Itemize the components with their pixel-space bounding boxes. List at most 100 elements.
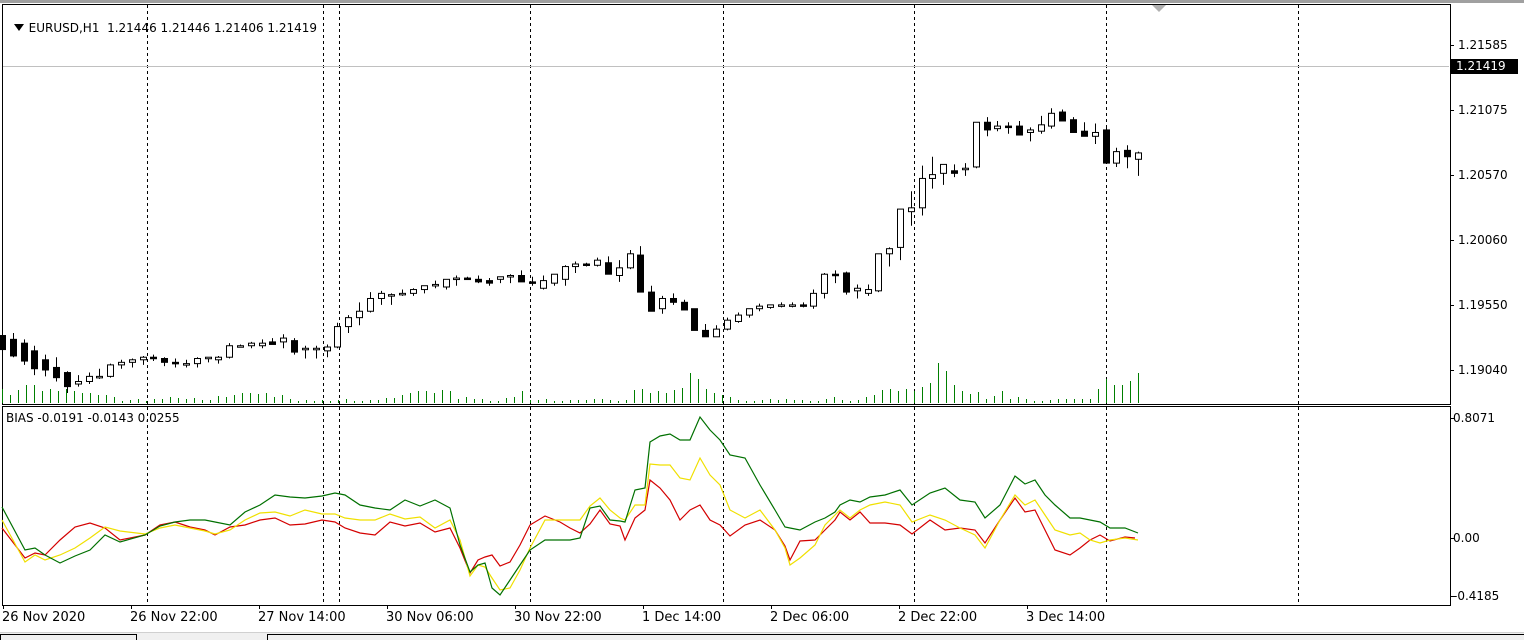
bull-candle — [1048, 112, 1055, 127]
bull-candle — [1027, 129, 1034, 133]
bear-candle — [951, 170, 958, 174]
time-tick — [387, 605, 388, 609]
bull-candle — [767, 304, 774, 308]
bear-candle — [1005, 125, 1012, 129]
bear-candle — [832, 273, 839, 277]
bias-indicator-pane[interactable] — [2, 406, 1451, 606]
price-tick-label: 1.19550 — [1458, 298, 1508, 312]
bear-candle — [53, 366, 60, 379]
bear-candle — [681, 301, 688, 311]
bull-candle — [129, 359, 136, 363]
price-tick — [1450, 175, 1454, 176]
bear-candle — [475, 278, 482, 283]
indicator-header: BIAS -0.0191 -0.0143 0.0255 — [6, 411, 180, 425]
bull-candle — [627, 253, 634, 269]
time-tick — [259, 605, 260, 609]
bull-candle — [280, 337, 287, 343]
bull-candle — [572, 263, 579, 268]
bull-candle — [507, 274, 514, 278]
bull-candle — [86, 375, 93, 382]
bear-candle — [637, 254, 644, 293]
bull-candle — [356, 310, 363, 319]
bull-candle — [886, 248, 893, 255]
bear-candle — [518, 274, 525, 283]
bear-candle — [1070, 119, 1077, 133]
bear-candle — [691, 308, 698, 331]
price-tick-label: 1.21585 — [1458, 38, 1508, 52]
bull-candle — [875, 253, 882, 292]
bull-candle — [821, 273, 828, 294]
bear-candle — [161, 358, 168, 363]
bull-candle — [205, 356, 212, 360]
bull-candle — [962, 167, 969, 171]
bull-candle — [432, 283, 439, 287]
bear-candle — [648, 291, 655, 312]
bull-candle — [399, 292, 406, 296]
chart-tab-2[interactable] — [267, 634, 1524, 640]
bias-line — [1, 478, 1136, 575]
time-tick — [515, 605, 516, 609]
bull-candle — [919, 177, 926, 209]
price-tick — [1450, 370, 1454, 371]
bull-candle — [616, 267, 623, 276]
bull-candle — [746, 308, 753, 316]
bull-candle — [75, 380, 82, 385]
price-chart-pane[interactable] — [2, 4, 1451, 405]
bull-candle — [497, 276, 504, 280]
bull-candle — [345, 317, 352, 328]
symbol-ohlc-label: EURUSD,H1 1.21446 1.21446 1.21406 1.2141… — [28, 21, 318, 35]
time-tick-label: 26 Nov 2020 — [2, 610, 86, 625]
time-tick-label: 2 Dec 22:00 — [898, 610, 978, 625]
price-tick-label: 1.20060 — [1458, 233, 1508, 247]
bull-candle — [724, 319, 731, 330]
bull-candle — [810, 292, 817, 307]
bull-candle — [453, 277, 460, 281]
time-tick-label: 30 Nov 22:00 — [514, 610, 602, 625]
bear-candle — [529, 281, 536, 284]
bear-candle — [291, 340, 298, 353]
time-tick — [131, 605, 132, 609]
bull-candle — [378, 292, 385, 299]
bull-candle — [929, 174, 936, 179]
bull-candle — [140, 356, 147, 361]
bear-candle — [984, 121, 991, 131]
indicator-tick — [1450, 538, 1454, 539]
bull-candle — [540, 280, 547, 289]
bull-candle — [443, 278, 450, 288]
bull-candle — [367, 297, 374, 312]
bear-candle — [486, 280, 493, 284]
time-tick — [771, 605, 772, 609]
price-tick — [1450, 305, 1454, 306]
bull-candle — [248, 342, 255, 347]
chart-tab-1[interactable] — [0, 634, 137, 640]
bear-candle — [31, 350, 38, 370]
bull-candle — [756, 305, 763, 310]
triangle-down-icon[interactable] — [13, 24, 24, 31]
indicator-tick-label: 0.00 — [1453, 531, 1480, 545]
bear-candle — [1124, 149, 1131, 158]
bull-candle — [594, 259, 601, 266]
bull-candle — [908, 207, 915, 213]
bull-candle — [778, 304, 785, 307]
indicator-tick — [1450, 418, 1454, 419]
bull-candle — [410, 289, 417, 294]
time-tick-label: 26 Nov 22:00 — [130, 610, 218, 625]
bull-candle — [183, 363, 190, 366]
bear-candle — [172, 361, 179, 365]
price-tick — [1450, 240, 1454, 241]
time-tick-label: 2 Dec 06:00 — [770, 610, 850, 625]
bull-candle — [237, 345, 244, 348]
bull-candle — [854, 287, 861, 292]
bull-candle — [388, 294, 395, 297]
bull-candle — [735, 314, 742, 322]
price-tick-label: 1.19040 — [1458, 363, 1508, 377]
time-tick-label: 3 Dec 14:00 — [1026, 610, 1106, 625]
indicator-tick-label: 0.8071 — [1453, 411, 1495, 425]
time-tick-label: 27 Nov 14:00 — [258, 610, 346, 625]
bear-candle — [464, 277, 471, 281]
bear-candle — [843, 272, 850, 293]
bull-candle — [107, 364, 114, 377]
bear-candle — [583, 263, 590, 267]
time-tick — [643, 605, 644, 609]
